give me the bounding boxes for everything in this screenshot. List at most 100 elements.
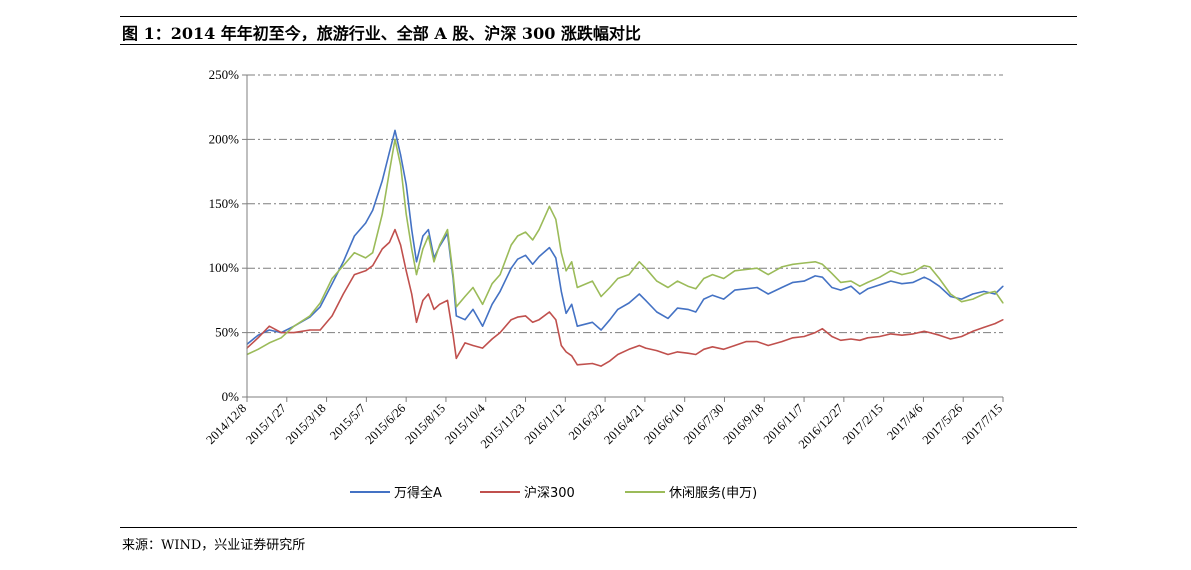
legend-label: 万得全A (394, 485, 442, 501)
data-point (756, 267, 758, 269)
data-point (560, 344, 562, 347)
data-point (938, 334, 940, 336)
data-point (676, 280, 679, 282)
data-point (617, 308, 619, 310)
data-point (687, 308, 689, 310)
data-point (446, 299, 449, 301)
data-point (319, 302, 321, 304)
data-point (600, 329, 602, 331)
data-point (331, 277, 333, 280)
data-point (510, 244, 512, 246)
data-point (400, 154, 402, 156)
figure-title: 图 1：2014 年年初至今，旅游行业、全部 A 股、沪深 300 涨跌幅对比 (122, 24, 641, 43)
data-point (452, 274, 454, 276)
data-point (890, 333, 892, 335)
x-tick-label: 2015/8/15 (402, 401, 448, 447)
data-point (923, 276, 925, 278)
data-point (912, 271, 914, 273)
data-point (464, 342, 466, 344)
x-tick-label: 2016/6/10 (641, 401, 687, 447)
data-point (638, 261, 640, 263)
data-point (452, 334, 454, 336)
data-point (405, 270, 407, 272)
data-point (628, 274, 630, 276)
data-point (400, 244, 402, 246)
data-point (439, 303, 441, 305)
data-point (433, 261, 435, 263)
data-point (803, 335, 805, 338)
data-point (600, 295, 602, 298)
data-point (405, 183, 407, 186)
data-point (767, 344, 769, 347)
data-point (482, 303, 484, 305)
data-point (422, 248, 424, 250)
x-tick-label: 2015/3/18 (283, 401, 329, 447)
data-point (695, 311, 697, 313)
data-point (840, 339, 842, 341)
data-point (628, 302, 630, 304)
data-point (840, 289, 842, 291)
data-point (353, 252, 355, 254)
data-point (482, 347, 484, 349)
data-point (929, 279, 931, 281)
data-point (890, 270, 892, 272)
data-point (609, 286, 611, 289)
y-tick-label: 100% (209, 260, 240, 275)
data-point (464, 319, 466, 321)
data-point (723, 277, 725, 280)
data-point (372, 252, 374, 254)
data-point (427, 293, 429, 295)
data-point (961, 298, 963, 300)
line-chart: 0% 50% 100% 150% 200% 250% 2014/12/82015/1/27… (203, 67, 1005, 501)
data-point (781, 286, 783, 289)
data-point (781, 341, 783, 343)
data-point (394, 138, 396, 140)
series-line-1 (246, 228, 1004, 367)
data-point (455, 306, 457, 308)
data-point (703, 298, 705, 300)
data-point (994, 290, 996, 292)
data-point (645, 347, 647, 349)
data-point (850, 338, 852, 340)
data-point (703, 277, 705, 280)
data-point (617, 277, 619, 280)
data-point (949, 338, 952, 340)
data-point (555, 218, 557, 220)
data-point (411, 229, 413, 231)
x-tick-label: 2015/6/26 (363, 401, 409, 447)
data-point (591, 280, 594, 282)
data-point (565, 270, 567, 272)
data-point (961, 335, 963, 338)
data-point (961, 301, 963, 303)
data-point (723, 298, 725, 300)
data-point (280, 332, 282, 334)
data-point (745, 341, 747, 343)
data-point (1002, 319, 1004, 321)
data-point (433, 308, 435, 310)
x-tick-label: 2016/1/12 (522, 401, 568, 447)
data-point (427, 229, 429, 231)
data-point (792, 281, 794, 283)
data-point (353, 235, 355, 237)
data-point (427, 235, 429, 237)
data-point (257, 348, 259, 350)
data-point (309, 315, 311, 317)
data-point (638, 344, 640, 347)
data-point (600, 365, 602, 367)
data-point (268, 325, 270, 327)
data-point (548, 247, 551, 249)
data-point (859, 293, 861, 295)
data-point (929, 266, 931, 268)
data-point (923, 265, 925, 267)
data-point (711, 294, 714, 296)
data-point (972, 330, 974, 332)
data-point (257, 334, 259, 336)
data-point (723, 348, 725, 350)
data-point (257, 337, 259, 339)
data-point (756, 341, 758, 343)
axes (242, 74, 1004, 402)
data-point (571, 261, 573, 263)
data-point (831, 286, 833, 289)
data-point (831, 335, 833, 338)
y-tick-label: 250% (209, 67, 240, 82)
